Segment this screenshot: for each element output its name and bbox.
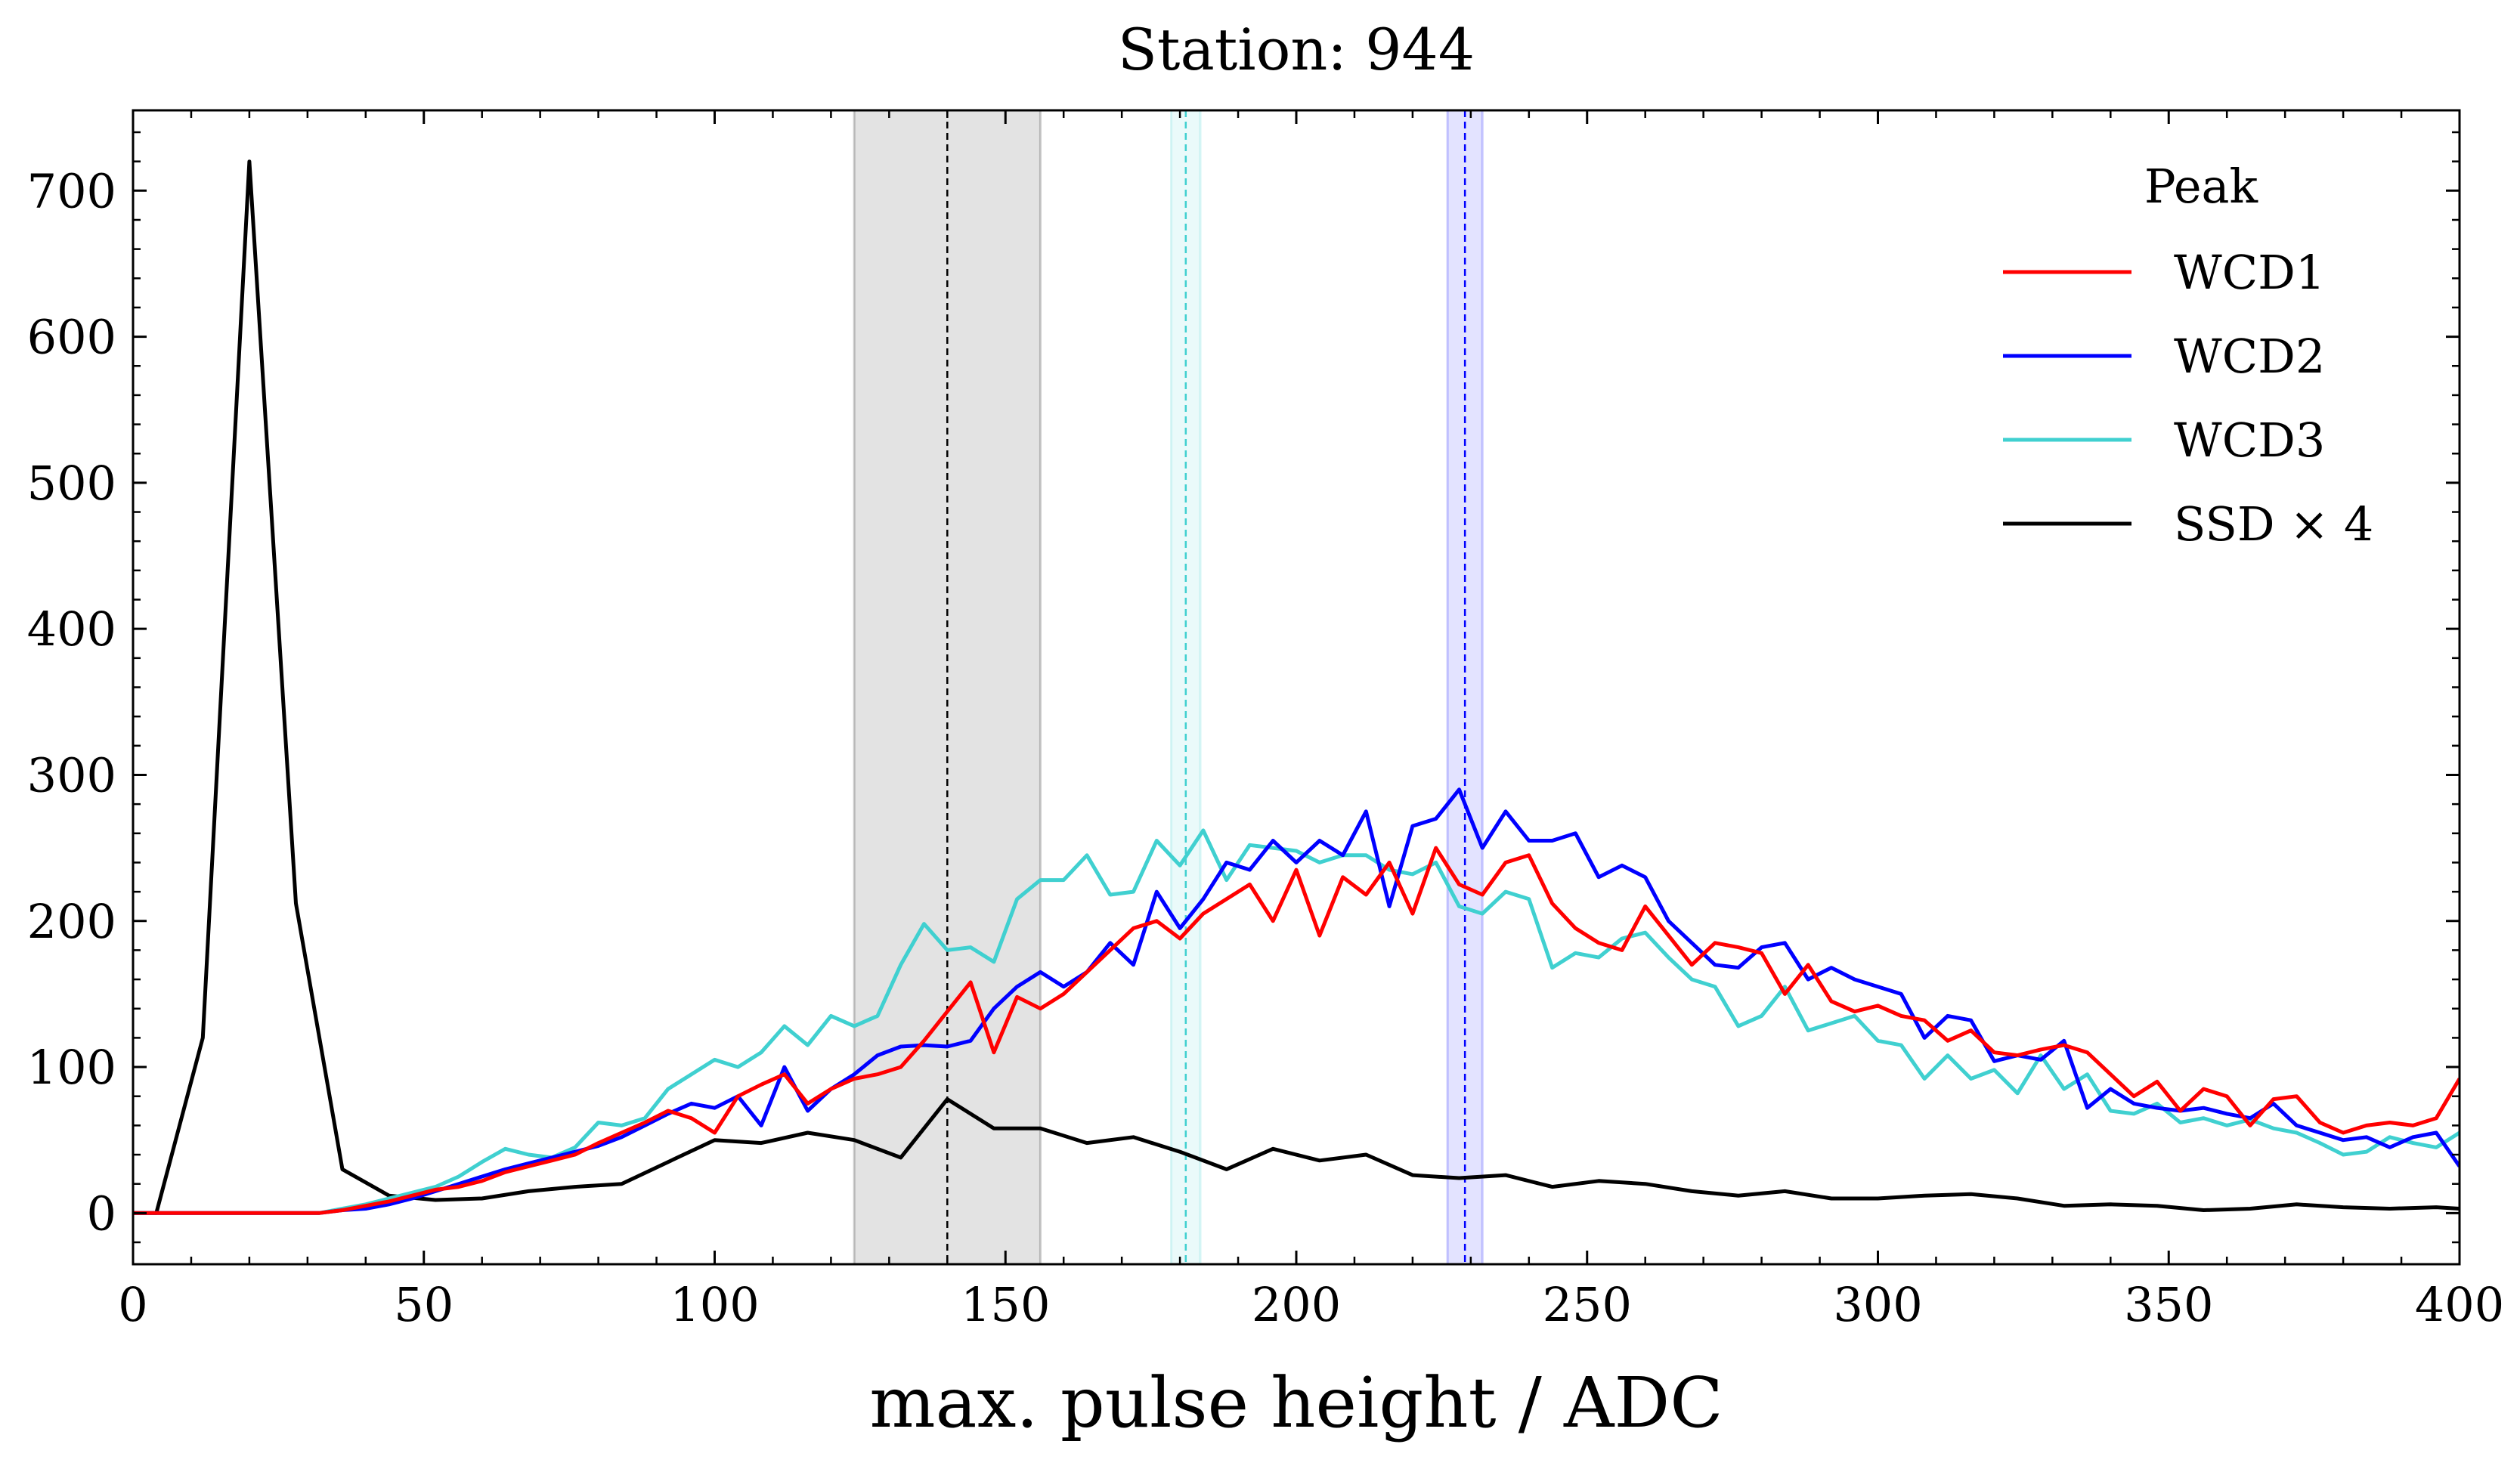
band-3 (1446, 110, 1484, 1264)
y-tick-label: 500 (27, 456, 116, 511)
x-axis-label: max. pulse height / ADC (869, 1362, 1723, 1443)
series-line-wcd2 (133, 787, 2460, 1215)
y-tick-label: 400 (27, 602, 116, 657)
y-tick-label: 300 (27, 747, 116, 803)
y-tick-label: 600 (27, 310, 116, 365)
legend-label: WCD2 (2174, 329, 2325, 384)
series-lines (133, 159, 2460, 1215)
legend-title: Peak (2144, 159, 2258, 214)
series-line-wcd1 (133, 846, 2460, 1215)
x-tick-label: 150 (961, 1277, 1050, 1332)
y-tick-label: 700 (27, 163, 116, 218)
legend-label: WCD3 (2174, 413, 2325, 468)
series-line-wcd3 (133, 828, 2460, 1215)
chart-title: Station: 944 (1118, 16, 1475, 83)
legend-item: WCD2 (2003, 329, 2325, 384)
legend-label: WCD1 (2174, 245, 2325, 300)
y-tick-label: 100 (27, 1040, 116, 1095)
y-tick-label: 0 (87, 1186, 116, 1241)
legend-item: WCD3 (2003, 413, 2325, 468)
legend-label: SSD × 4 (2174, 496, 2373, 552)
legend-item: WCD1 (2003, 245, 2325, 300)
x-tick-label: 400 (2415, 1277, 2504, 1332)
y-tick-label: 200 (27, 894, 116, 949)
series-line-ssd-4 (133, 159, 2460, 1215)
x-tick-label: 350 (2124, 1277, 2213, 1332)
x-tick-label: 100 (670, 1277, 759, 1332)
x-tick-label: 200 (1252, 1277, 1341, 1332)
x-tick-label: 300 (1833, 1277, 1922, 1332)
x-tick-label: 250 (1543, 1277, 1632, 1332)
band-2 (1170, 110, 1202, 1264)
highlight-bands (853, 110, 1484, 1264)
axes: 0 50 100 150 200 250 300 350 400 0 100 200 300 400 500… (27, 109, 2504, 1332)
legend: Peak WCD1 WCD2 WCD3 SSD × 4 (2003, 159, 2373, 552)
x-tick-label: 0 (118, 1277, 147, 1332)
legend-item: SSD × 4 (2003, 496, 2373, 552)
x-tick-label: 50 (394, 1277, 454, 1332)
